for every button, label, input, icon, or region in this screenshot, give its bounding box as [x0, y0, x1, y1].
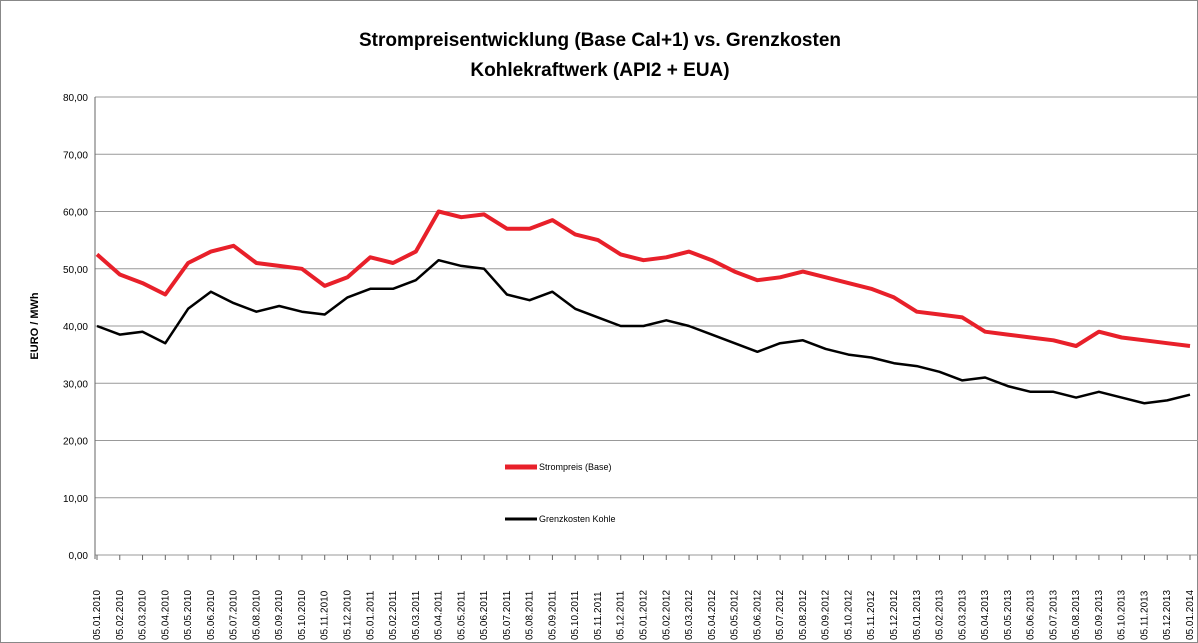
x-tick-label: 05.02.2011 — [388, 590, 399, 640]
x-tick-label: 05.09.2011 — [547, 590, 558, 640]
y-tick-label: 60,00 — [63, 208, 88, 219]
chart-title: Kohlekraftwerk (API2 + EUA) — [470, 60, 729, 81]
y-tick-label: 40,00 — [63, 322, 88, 333]
x-tick-label: 05.03.2010 — [138, 590, 149, 640]
x-tick-label: 05.08.2012 — [798, 590, 809, 640]
x-tick-label: 05.09.2010 — [274, 590, 285, 640]
x-tick-label: 05.04.2013 — [980, 590, 991, 640]
x-tick-label: 05.01.2012 — [639, 590, 650, 640]
x-tick-label: 05.05.2013 — [1003, 590, 1014, 640]
x-tick-label: 05.10.2013 — [1117, 590, 1128, 640]
x-tick-label: 05.10.2012 — [843, 590, 854, 640]
x-tick-label: 05.07.2012 — [775, 590, 786, 640]
x-tick-label: 05.06.2012 — [752, 590, 763, 640]
x-tick-label: 05.11.2010 — [320, 590, 331, 640]
y-tick-label: 30,00 — [63, 379, 88, 390]
x-tick-label: 05.08.2013 — [1071, 590, 1082, 640]
x-tick-label: 05.04.2011 — [434, 590, 445, 640]
x-tick-label: 05.12.2012 — [889, 590, 900, 640]
x-tick-label: 05.08.2011 — [525, 590, 536, 640]
y-tick-label: 0,00 — [69, 551, 89, 562]
x-tick-label: 05.05.2012 — [730, 590, 741, 640]
x-tick-label: 05.09.2012 — [821, 590, 832, 640]
x-tick-label: 05.06.2010 — [206, 590, 217, 640]
chart-title: Strompreisentwicklung (Base Cal+1) vs. G… — [359, 30, 841, 51]
x-tick-label: 05.06.2013 — [1026, 590, 1037, 640]
x-tick-label: 05.10.2011 — [570, 590, 581, 640]
y-tick-label: 10,00 — [63, 494, 88, 505]
y-tick-label: 80,00 — [63, 93, 88, 104]
x-tick-label: 05.10.2010 — [297, 590, 308, 640]
x-tick-label: 05.11.2012 — [866, 590, 877, 640]
x-tick-label: 05.06.2011 — [479, 590, 490, 640]
x-tick-label: 05.05.2010 — [183, 590, 194, 640]
x-tick-label: 05.11.2013 — [1139, 590, 1150, 640]
x-tick-label: 05.12.2013 — [1162, 590, 1173, 640]
y-tick-label: 20,00 — [63, 437, 88, 448]
x-tick-label: 05.07.2013 — [1048, 590, 1059, 640]
x-tick-label: 05.02.2010 — [115, 590, 126, 640]
x-tick-label: 05.04.2012 — [707, 590, 718, 640]
x-tick-label: 05.07.2010 — [229, 590, 240, 640]
x-tick-label: 05.07.2011 — [502, 590, 513, 640]
x-tick-label: 05.02.2013 — [935, 590, 946, 640]
legend-label: Strompreis (Base) — [539, 462, 612, 472]
x-tick-label: 05.11.2011 — [593, 591, 604, 640]
x-tick-label: 05.01.2011 — [365, 590, 376, 640]
x-tick-label: 05.04.2010 — [160, 590, 171, 640]
series-line — [96, 258, 1191, 405]
legend-label: Grenzkosten Kohle — [539, 514, 616, 524]
y-tick-label: 50,00 — [63, 265, 88, 276]
series-line — [95, 209, 1191, 348]
y-axis-label: EURO / MWh — [29, 292, 41, 359]
x-tick-label: 05.12.2010 — [342, 590, 353, 640]
x-tick-label: 05.03.2012 — [684, 590, 695, 640]
x-tick-label: 05.02.2012 — [661, 590, 672, 640]
x-tick-label: 05.03.2011 — [411, 590, 422, 640]
x-tick-label: 05.12.2011 — [616, 590, 627, 640]
x-tick-label: 05.01.2014 — [1185, 590, 1196, 640]
x-tick-label: 05.01.2010 — [92, 590, 103, 640]
x-tick-label: 05.05.2011 — [456, 590, 467, 640]
x-tick-label: 05.09.2013 — [1094, 590, 1105, 640]
x-tick-label: 05.01.2013 — [912, 590, 923, 640]
x-tick-label: 05.08.2010 — [251, 590, 262, 640]
x-tick-label: 05.03.2013 — [957, 590, 968, 640]
y-tick-label: 70,00 — [63, 150, 88, 161]
